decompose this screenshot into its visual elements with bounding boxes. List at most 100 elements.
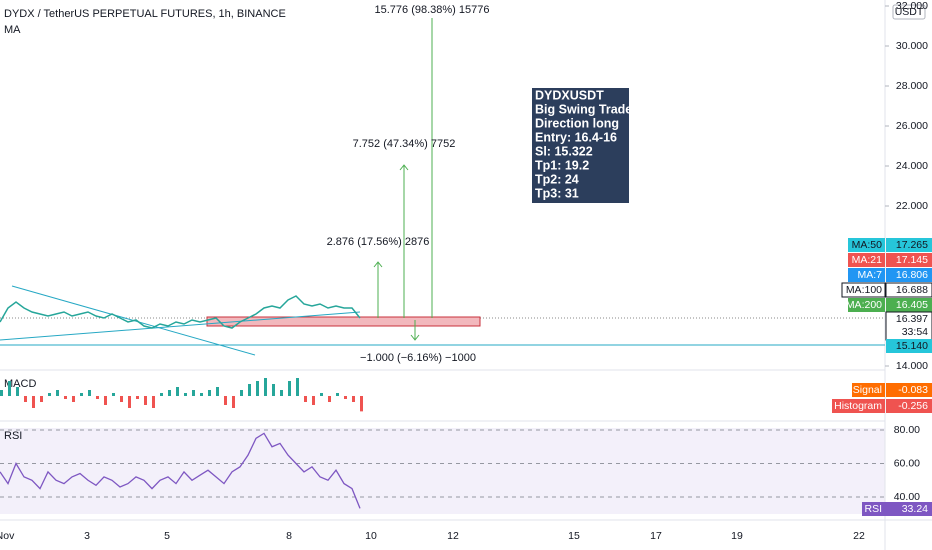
trend-line — [0, 311, 361, 341]
rsi-tag-name: RSI — [864, 503, 882, 515]
rsi-tag-value: 33.24 — [902, 503, 928, 515]
ma-value-tag — [885, 282, 932, 298]
macd-bar — [320, 393, 323, 396]
ma-name-tag — [848, 238, 885, 252]
ma-value-tag — [886, 298, 932, 312]
note-line: Tp1: 19.2 — [535, 158, 589, 172]
macd-bar — [296, 378, 299, 396]
macd-bar — [40, 396, 43, 402]
time-tick-label: 10 — [365, 530, 377, 542]
macd-bar — [144, 396, 147, 405]
macd-bar — [168, 390, 171, 396]
ma-name-tag — [848, 268, 885, 282]
price-tick-label: 14.000 — [896, 360, 928, 372]
price-tick-label: 30.000 — [896, 40, 928, 52]
rsi-band — [0, 428, 885, 514]
rsi-tag — [862, 502, 932, 516]
ma-name-tag — [848, 298, 885, 312]
macd-bar — [104, 396, 107, 405]
measure-label: −1.000 (−6.16%) −1000 — [360, 352, 476, 364]
macd-bar — [328, 396, 331, 402]
macd-bar — [72, 396, 75, 402]
ma-name: MA:100 — [846, 284, 882, 296]
macd-bar — [0, 390, 3, 396]
macd-bar — [200, 393, 203, 396]
ma-name: MA:7 — [857, 269, 882, 281]
ma-value: 17.145 — [896, 254, 928, 266]
macd-value-tag — [886, 383, 932, 397]
macd-bar — [336, 393, 339, 396]
currency-tag — [892, 4, 926, 20]
macd-bar — [216, 387, 219, 396]
macd-tag — [852, 383, 885, 397]
macd-bar — [272, 384, 275, 396]
macd-tag-name: Signal — [853, 384, 882, 396]
note-line: Tp2: 24 — [535, 172, 579, 186]
macd-bar — [256, 381, 259, 396]
note-line: Entry: 16.4-16 — [535, 130, 617, 144]
macd-bar — [96, 396, 99, 399]
ma-value: 16.405 — [896, 299, 928, 311]
currency-label: USDT — [895, 6, 924, 18]
rsi-line — [0, 432, 361, 509]
macd-bar — [344, 396, 347, 399]
countdown: 33:54 — [902, 326, 928, 338]
macd-bar — [232, 396, 235, 408]
rsi-tick-label: 40.00 — [894, 491, 920, 503]
macd-bar — [152, 396, 155, 408]
time-tick-label: 8 — [286, 530, 292, 542]
macd-bar — [192, 390, 195, 396]
macd-bar — [160, 393, 163, 396]
rsi-title: RSI — [4, 430, 22, 442]
note-box — [532, 88, 629, 203]
macd-bar — [224, 396, 227, 405]
time-tick-label: 22 — [853, 530, 865, 542]
ma-value-tag — [886, 238, 932, 252]
rsi-tick-label: 80.00 — [894, 424, 920, 436]
indicator-label: MA — [4, 24, 21, 36]
macd-bar — [80, 393, 83, 396]
macd-bar — [32, 396, 35, 408]
ma-name-tag — [841, 282, 886, 298]
price-tick-label: 26.000 — [896, 120, 928, 132]
measure-label: 2.876 (17.56%) 2876 — [327, 236, 430, 248]
level-value: 15.140 — [896, 340, 928, 352]
macd-bar — [288, 381, 291, 396]
ma-value-tag — [886, 253, 932, 267]
time-tick-label: Nov — [0, 530, 15, 542]
macd-bar — [240, 390, 243, 396]
macd-bar — [312, 396, 315, 405]
measure-label: 15.776 (98.38%) 15776 — [375, 4, 490, 16]
price-tick-label: 32.000 — [896, 0, 928, 12]
ma-value-tag — [886, 268, 932, 282]
macd-tag-name: Histogram — [834, 400, 882, 412]
macd-title: MACD — [4, 378, 36, 390]
chart-title: DYDX / TetherUS PERPETUAL FUTURES, 1h, B… — [4, 8, 286, 20]
arrow-head — [399, 164, 409, 171]
macd-bar — [352, 396, 355, 402]
ma-value: 17.265 — [896, 239, 928, 251]
ma-value: 16.806 — [896, 269, 928, 281]
macd-bar — [48, 393, 51, 396]
time-tick-label: 5 — [164, 530, 170, 542]
macd-bar — [120, 396, 123, 402]
macd-bar — [304, 396, 307, 402]
macd-bar — [184, 393, 187, 396]
ma-name: MA:50 — [852, 239, 883, 251]
arrow-head — [410, 334, 420, 341]
time-tick-label: 12 — [447, 530, 459, 542]
macd-bar — [112, 393, 115, 396]
price-tick-label: 28.000 — [896, 80, 928, 92]
macd-bar — [248, 384, 251, 396]
macd-tag-value: -0.256 — [898, 400, 928, 412]
macd-bar — [208, 390, 211, 396]
price-tick-label: 24.000 — [896, 160, 928, 172]
time-tick-label: 17 — [650, 530, 662, 542]
price-line — [0, 295, 361, 329]
macd-bar — [88, 390, 91, 396]
macd-tag-value: -0.083 — [898, 384, 928, 396]
ma-name-tag — [848, 253, 885, 267]
time-tick-label: 15 — [568, 530, 580, 542]
ma-name: MA:21 — [852, 254, 883, 266]
